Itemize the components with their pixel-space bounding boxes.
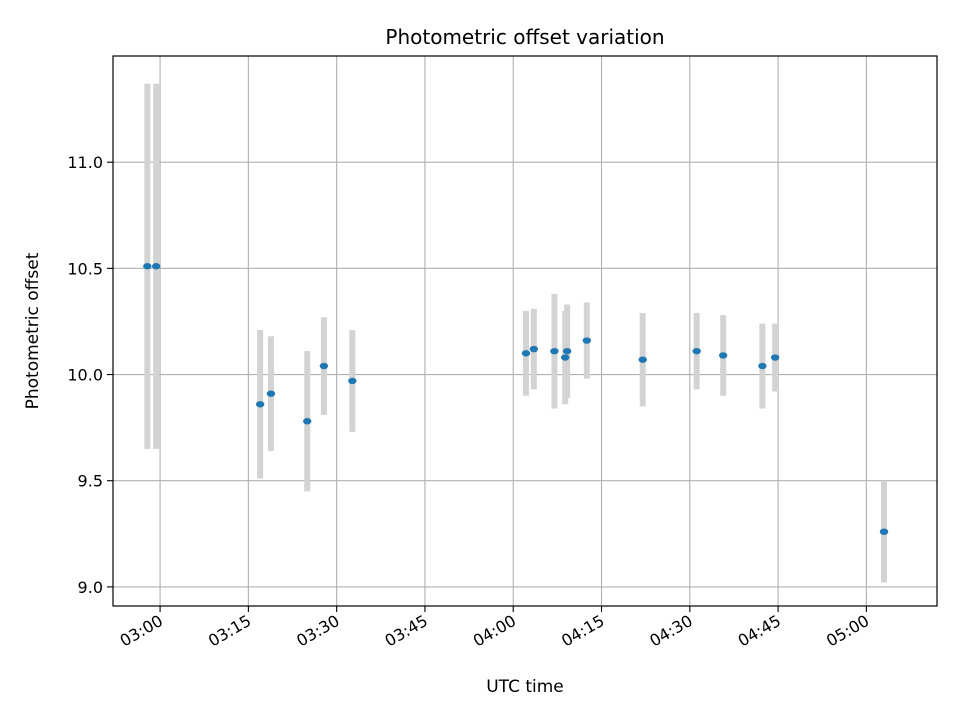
data-point (770, 354, 780, 361)
data-point (529, 345, 539, 353)
y-tick-label: 9.0 (78, 578, 103, 597)
y-axis-title: Photometric offset (23, 252, 43, 409)
data-point (758, 362, 767, 370)
chart-title: Photometric offset variation (385, 25, 664, 49)
data-point (151, 263, 161, 270)
data-point (255, 401, 265, 408)
y-axis: 9.0 9.5 10.0 10.5 11.0 (67, 153, 113, 597)
y-tick-label: 10.0 (67, 366, 103, 385)
y-tick-label: 11.0 (67, 153, 103, 172)
data-point (638, 356, 647, 363)
data-point (562, 347, 572, 355)
grid (113, 56, 937, 606)
y-tick-label: 9.5 (78, 472, 103, 491)
y-tick-label: 10.5 (67, 259, 103, 278)
data-point (348, 377, 357, 385)
data-point (266, 390, 276, 397)
x-axis-title: UTC time (486, 677, 564, 697)
data-point (143, 263, 152, 270)
data-point (582, 337, 591, 344)
data-point (550, 347, 559, 355)
plot-frame (112, 55, 938, 607)
data-point (319, 362, 329, 370)
data-points (143, 263, 889, 535)
data-point (879, 528, 889, 535)
data-point (303, 418, 312, 425)
data-point (718, 352, 728, 359)
data-point (692, 347, 701, 355)
data-point (521, 350, 531, 357)
data-point (561, 354, 570, 361)
